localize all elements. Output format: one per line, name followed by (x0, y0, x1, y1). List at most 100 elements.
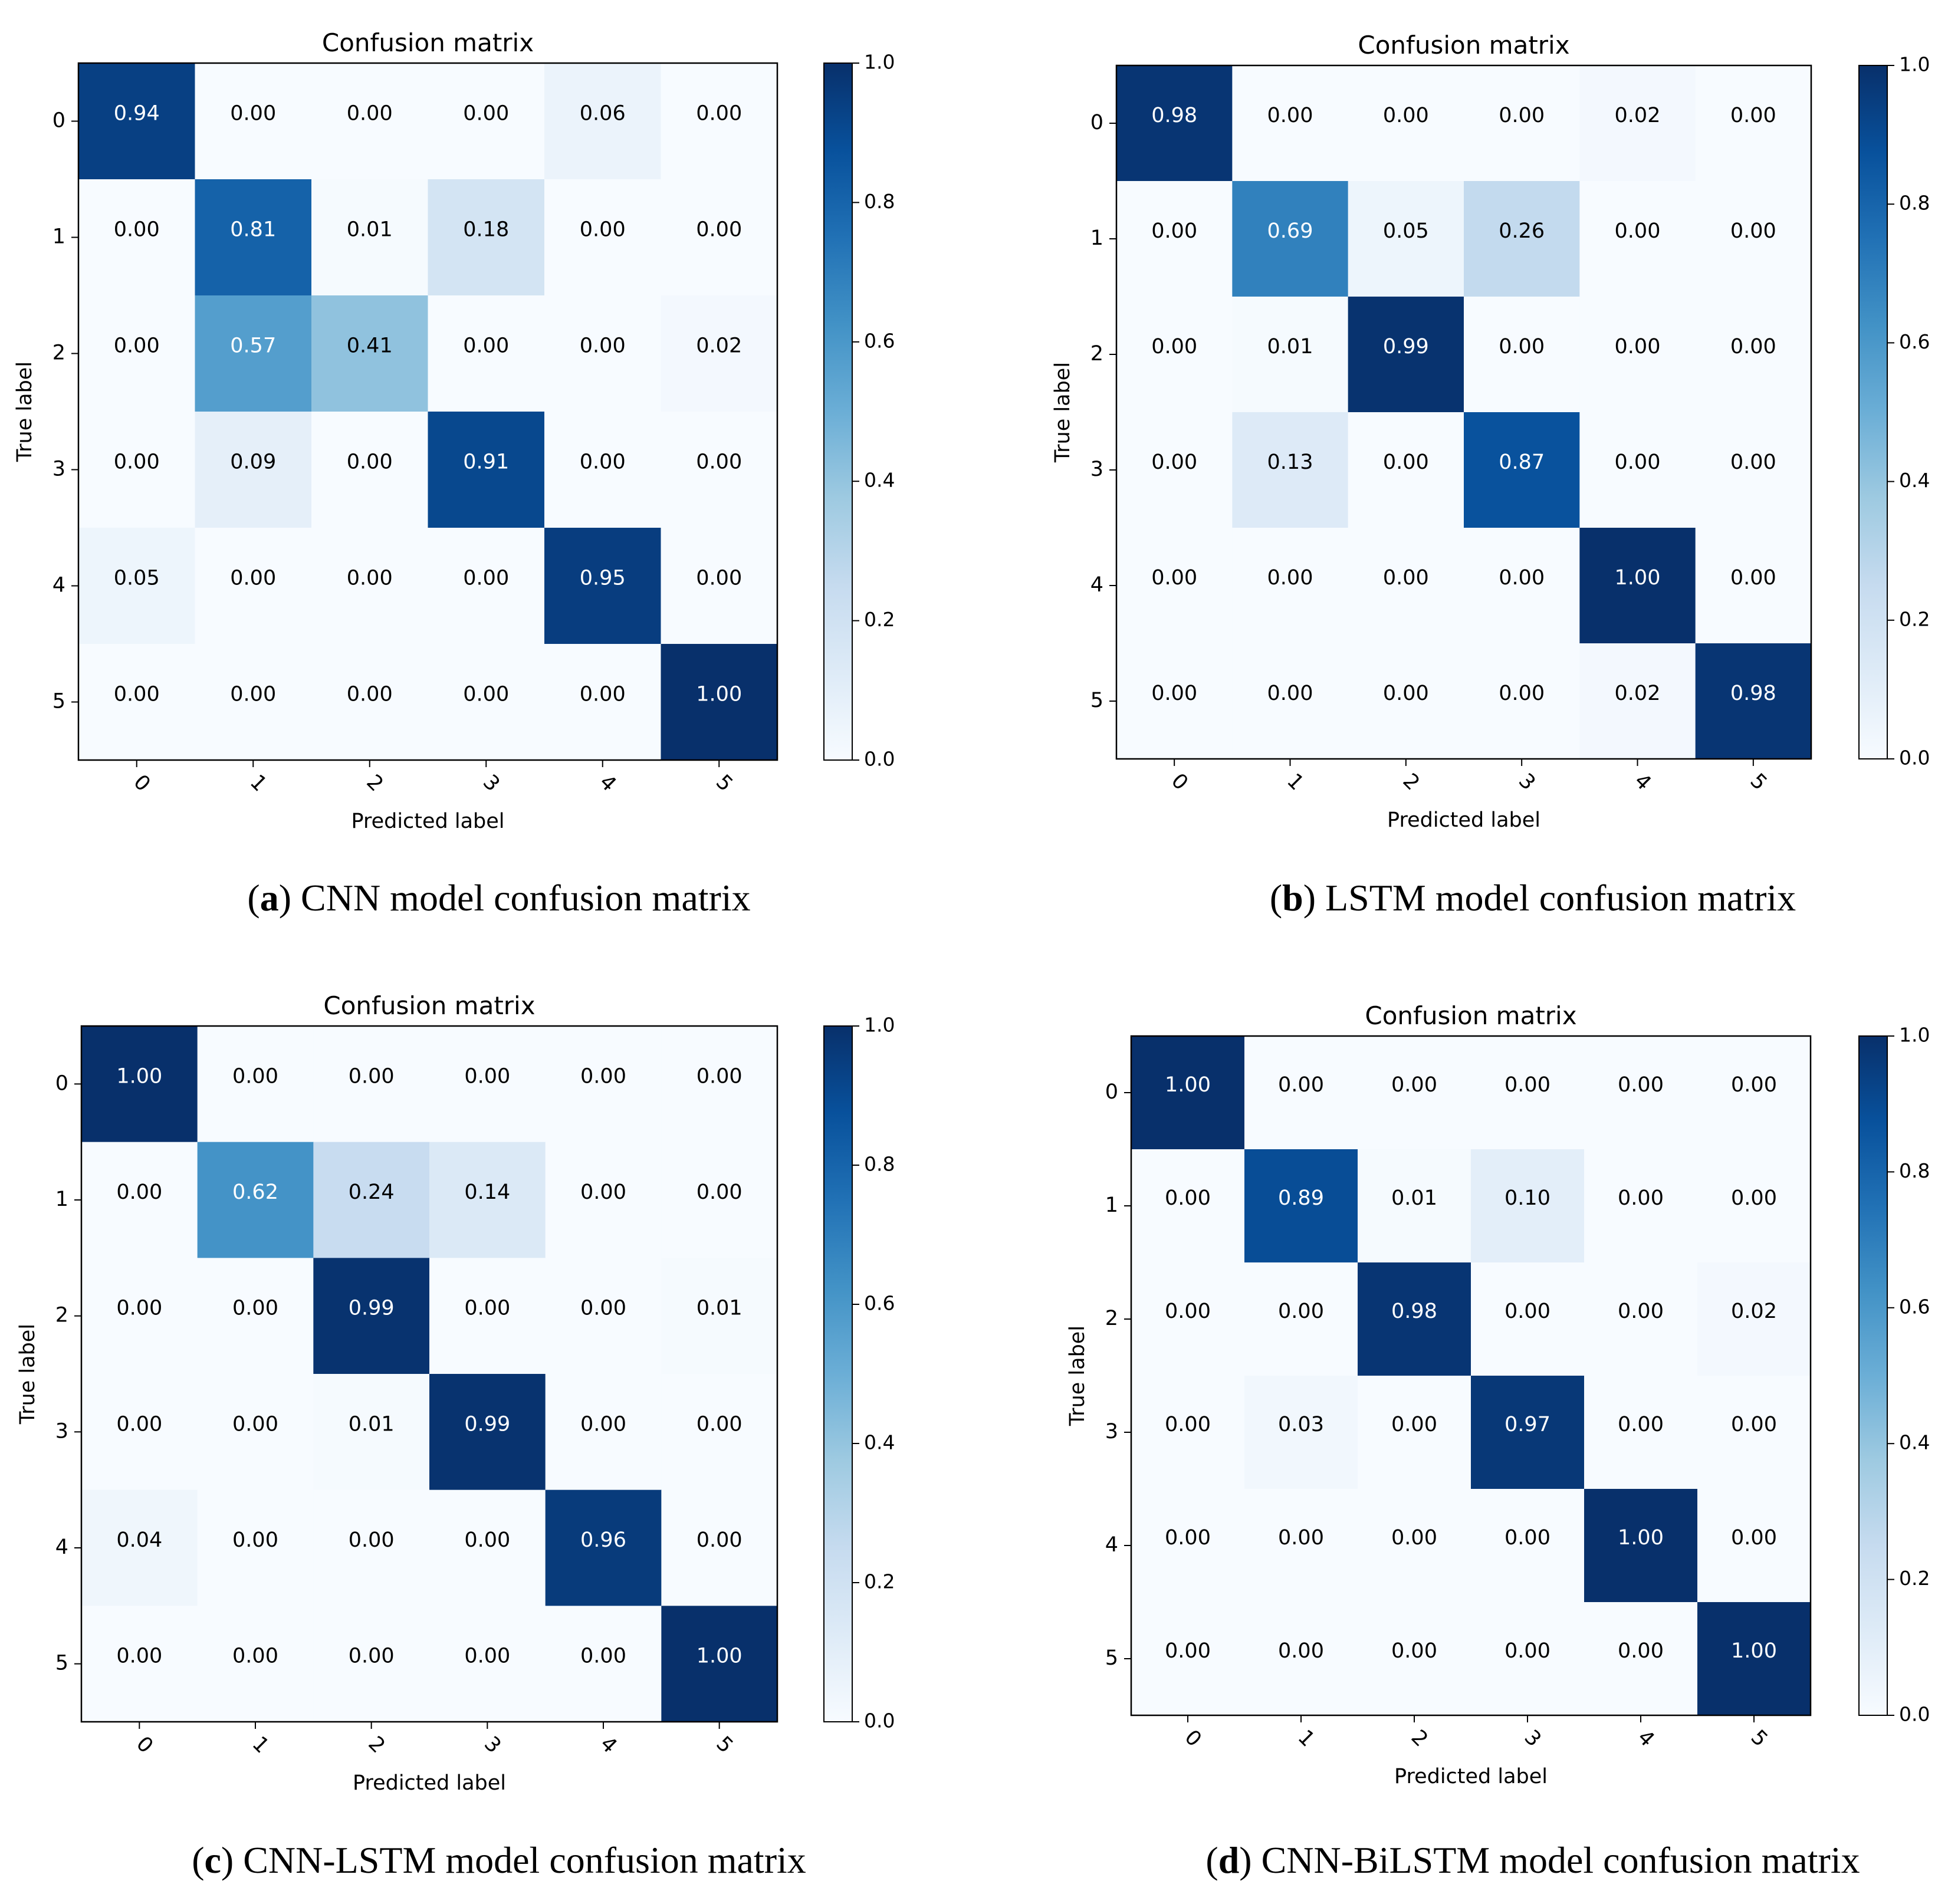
cell-value-label: 0.00 (1618, 1073, 1664, 1097)
colorbar-tick-label: 0.2 (864, 608, 895, 631)
x-tick-label: 1 (245, 770, 271, 796)
heatmap-cell (544, 412, 662, 528)
x-tick-label: 1 (248, 1732, 274, 1758)
colorbar-tick-label: 0.4 (1899, 469, 1930, 492)
heatmap-cell (661, 1258, 778, 1374)
heatmap-cell (81, 1374, 198, 1491)
cell-value-label: 0.00 (1731, 1413, 1777, 1436)
y-tick-label: 2 (55, 1304, 68, 1327)
heatmap-cell (313, 1489, 430, 1606)
heatmap-cell (1471, 1149, 1585, 1263)
cell-value-label: 0.00 (1391, 1526, 1437, 1550)
x-tick-label: 4 (596, 1732, 622, 1758)
cell-value-label: 0.04 (116, 1528, 162, 1552)
cell-value-label: 0.01 (349, 1412, 395, 1436)
colorbar (1858, 1035, 1888, 1716)
x-axis-label: Predicted label (353, 1771, 506, 1795)
cell-value-label: 0.05 (1383, 219, 1429, 243)
x-tick-label: 3 (1520, 1725, 1546, 1751)
heatmap-cell (1358, 1489, 1471, 1603)
heatmap-cell (1584, 1489, 1698, 1603)
cell-value-label: 0.00 (1391, 1413, 1437, 1436)
heatmap-cell (1697, 1262, 1811, 1376)
cell-value-label: 0.06 (580, 102, 626, 126)
cell-value-label: 0.00 (1618, 1300, 1664, 1323)
cell-value-label: 0.00 (1615, 335, 1661, 359)
heatmap-cell (1131, 1376, 1245, 1489)
heatmap-cell (1584, 1376, 1698, 1489)
heatmap-cell (197, 1026, 314, 1143)
heatmap-cell (1244, 1262, 1358, 1376)
heatmap-cell (313, 1258, 430, 1374)
heatmap-cell (1579, 643, 1696, 759)
heatmap-frame (1115, 64, 1812, 760)
heatmap-cell (1471, 1602, 1585, 1716)
colorbar-tick-label: 0.0 (864, 1709, 895, 1732)
cell-value-label: 0.00 (697, 1412, 743, 1436)
cell-value-label: 0.01 (1267, 335, 1313, 359)
heatmap-cell (429, 1489, 546, 1606)
x-axis-label: Predicted label (351, 810, 504, 833)
cell-value-label: 0.00 (1730, 450, 1776, 474)
y-tick-label: 4 (1090, 573, 1103, 597)
heatmap-cell (1695, 412, 1812, 528)
y-tick-label: 5 (1090, 689, 1103, 712)
heatmap-cell (1348, 297, 1464, 413)
cell-value-label: 0.00 (1615, 450, 1661, 474)
cell-value-label: 0.00 (347, 450, 393, 474)
heatmap-cell (661, 1142, 778, 1258)
heatmap-cell (1464, 528, 1580, 644)
cell-value-label: 0.00 (1151, 450, 1197, 474)
heatmap-cell (428, 63, 545, 180)
heatmap-cell (1244, 1036, 1358, 1150)
cell-value-label: 0.00 (1730, 219, 1776, 243)
colorbar-tick-label: 0.4 (1899, 1431, 1930, 1454)
cell-value-label: 0.99 (464, 1412, 510, 1436)
x-tick-label: 2 (1407, 1725, 1433, 1751)
cell-value-label: 0.00 (1151, 682, 1197, 705)
heatmap-cell (1232, 297, 1349, 413)
caption-d-letter: d (1218, 1839, 1240, 1881)
heatmap-cell (311, 528, 429, 644)
heatmap-cell (661, 1489, 778, 1606)
heatmap-cell (429, 1258, 546, 1374)
heatmap-cell (1695, 528, 1812, 644)
x-tick-label: 3 (478, 770, 504, 796)
cell-value-label: 0.00 (464, 1528, 510, 1552)
caption-a-text: CNN model confusion matrix (301, 877, 751, 919)
cell-value-label: 0.98 (1151, 104, 1197, 127)
heatmap-cell (1131, 1489, 1245, 1603)
heatmap-cell (78, 644, 196, 761)
heatmap-cell (197, 1374, 314, 1491)
cell-value-label: 0.00 (230, 567, 276, 590)
heatmap-cell (1584, 1262, 1698, 1376)
heatmap-cell (661, 1374, 778, 1491)
heatmap-cell (311, 412, 429, 528)
y-tick-label: 1 (1090, 226, 1103, 250)
cell-value-label: 0.00 (347, 683, 393, 706)
colorbar-tick-label: 1.0 (864, 51, 895, 74)
heatmap-cell (1464, 65, 1580, 182)
cell-value-label: 0.00 (1267, 682, 1313, 705)
heatmap-cell (544, 528, 662, 644)
cell-value-label: 0.00 (580, 334, 626, 358)
y-tick-label: 0 (1090, 111, 1103, 134)
cell-value-label: 0.00 (1731, 1186, 1777, 1210)
colorbar-tick-label: 0.6 (864, 329, 895, 352)
cell-value-label: 0.00 (1383, 566, 1429, 590)
heatmap-cell (1695, 643, 1812, 759)
heatmap-cell (545, 1142, 662, 1258)
cell-value-label: 0.02 (1731, 1300, 1777, 1323)
cell-value-label: 0.00 (463, 567, 509, 590)
cell-value-label: 0.00 (1278, 1300, 1324, 1323)
x-tick-label: 1 (1293, 1725, 1319, 1751)
cell-value-label: 0.00 (1499, 566, 1545, 590)
x-tick-label: 0 (129, 770, 155, 796)
cell-value-label: 0.00 (580, 1064, 626, 1088)
y-tick-label: 5 (1105, 1646, 1118, 1670)
heatmap-cell (1348, 643, 1464, 759)
heatmap-cell (544, 295, 662, 412)
